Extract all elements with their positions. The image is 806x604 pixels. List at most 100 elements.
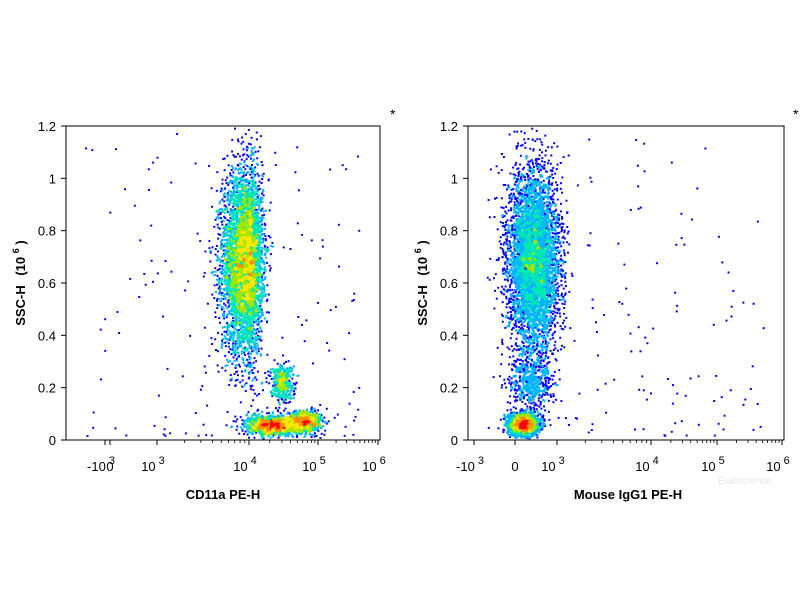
cd11a-event-dot [245, 231, 248, 234]
cd11a-event-dot [258, 206, 261, 209]
cd11a-event-dot [223, 215, 226, 218]
cd11a-event-dot [260, 281, 263, 284]
cd11a-event-dot [271, 245, 274, 248]
cd11a-event-dot [245, 158, 248, 161]
cd11a-event-dot [266, 261, 268, 264]
cd11a-event-dot [247, 361, 250, 364]
cd11a-event-dot [241, 254, 244, 257]
cd11a-event-dot [234, 168, 237, 171]
cd11a-event-dot [214, 267, 217, 270]
cd11a-event-dot [226, 195, 229, 198]
cd11a-event-dot [246, 339, 249, 342]
cd11a-event-dot [250, 283, 253, 285]
cd11a-event-dot [216, 210, 219, 212]
cd11a-event-dot [239, 328, 242, 331]
cd11a-density-dots [85, 127, 361, 440]
cd11a-event-dot [218, 202, 221, 205]
cd11a-event-dot [254, 288, 257, 291]
cd11a-event-dot [269, 269, 271, 272]
cd11a-event-dot [242, 305, 245, 308]
cd11a-event-dot [238, 345, 241, 348]
cd11a-event-dot [220, 308, 223, 311]
cd11a-event-dot [263, 244, 266, 247]
cd11a-event-dot [250, 326, 253, 329]
cd11a-event-dot [256, 197, 259, 200]
cd11a-event-dot [254, 294, 256, 297]
cd11a-event-dot [231, 213, 234, 216]
cd11a-event-dot [220, 217, 222, 219]
cd11a-event-dot [262, 216, 265, 219]
cd11a-event-dot [220, 345, 223, 347]
cd11a-event-dot [242, 297, 245, 299]
cd11a-event-dot [232, 175, 234, 178]
cd11a-event-dot [242, 166, 245, 169]
cd11a-event-dot [235, 211, 238, 214]
cd11a-event-dot [241, 136, 244, 139]
cd11a-event-dot [251, 147, 254, 149]
cd11a-event-dot [261, 381, 264, 384]
cd11a-event-dot [209, 249, 212, 252]
cd11a-event-dot [208, 164, 211, 167]
cd11a-event-dot [250, 260, 253, 263]
cd11a-event-dot [250, 338, 253, 341]
cd11a-event-dot [269, 201, 272, 204]
cd11a-event-dot [259, 216, 262, 219]
cd11a-event-dot [220, 247, 223, 250]
cd11a-event-dot [238, 317, 241, 320]
cd11a-event-dot [232, 338, 235, 341]
cd11a-event-dot [256, 271, 259, 274]
cd11a-event-dot [226, 328, 229, 331]
cd11a-event-dot [260, 161, 263, 163]
cd11a-event-dot [220, 346, 223, 349]
cd11a-event-dot [258, 187, 261, 190]
cd11a-event-dot [244, 190, 247, 193]
cd11a-event-dot [223, 288, 226, 290]
cd11a-event-dot [237, 172, 240, 175]
cd11a-event-dot [231, 243, 234, 246]
cd11a-event-dot [261, 314, 264, 316]
cd11a-event-dot [238, 355, 241, 357]
cd11a-event-dot [246, 337, 249, 340]
cd11a-event-dot [256, 220, 259, 223]
cd11a-event-dot [240, 265, 243, 268]
cd11a-event-dot [252, 372, 255, 375]
cd11a-event-dot [235, 357, 238, 360]
cd11a-event-dot [252, 236, 255, 239]
cd11a-event-dot [229, 172, 232, 175]
cd11a-event-dot [266, 321, 268, 324]
cd11a-event-dot [226, 276, 229, 279]
cd11a-event-dot [256, 328, 259, 330]
cd11a-event-dot [243, 255, 246, 257]
cd11a-event-dot [226, 219, 229, 221]
cd11a-event-dot [243, 187, 245, 190]
cd11a-event-dot [230, 222, 233, 224]
cd11a-event-dot [244, 308, 247, 311]
cd11a-event-dot [242, 347, 245, 350]
cd11a-event-dot [231, 299, 234, 302]
cd11a-event-dot [222, 219, 225, 222]
cd11a-event-dot [223, 330, 226, 333]
cd11a-event-dot [218, 277, 221, 280]
cd11a-event-dot [257, 350, 260, 353]
cd11a-event-dot [236, 337, 239, 340]
cd11a-event-dot [226, 249, 229, 252]
cd11a-event-dot [252, 361, 255, 364]
cd11a-event-dot [223, 326, 226, 329]
cd11a-event-dot [239, 185, 242, 188]
cd11a-event-dot [224, 354, 227, 357]
cd11a-event-dot [226, 358, 229, 361]
cd11a-event-dot [246, 229, 249, 232]
cd11a-event-dot [234, 127, 236, 130]
cd11a-event-dot [242, 140, 245, 143]
cd11a-event-dot [247, 155, 250, 158]
cd11a-event-dot [223, 295, 226, 298]
cd11a-event-dot [223, 310, 226, 313]
cd11a-event-dot [241, 337, 244, 340]
cd11a-event-dot [221, 223, 224, 226]
cd11a-event-dot [238, 288, 241, 291]
cd11a-event-dot [238, 155, 241, 158]
cd11a-event-dot [221, 343, 224, 345]
cd11a-event-dot [250, 363, 253, 366]
cd11a-event-dot [241, 300, 244, 303]
cd11a-event-dot [250, 149, 253, 152]
